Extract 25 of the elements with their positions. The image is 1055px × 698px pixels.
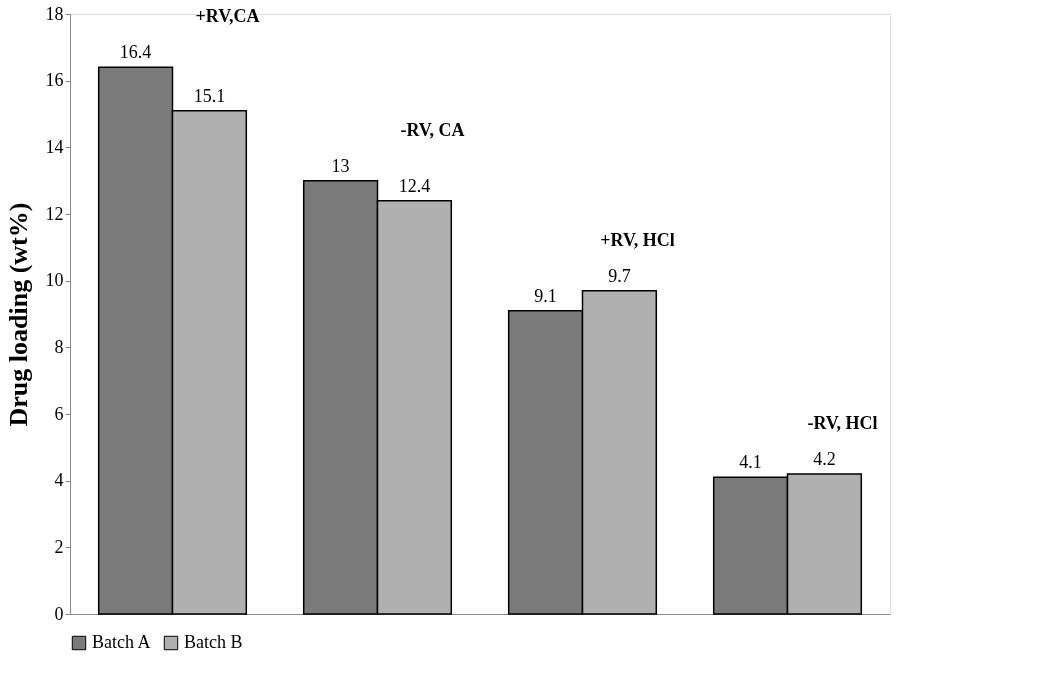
y-tick-label: 14 <box>45 136 64 157</box>
data-label: 16.4 <box>119 42 152 63</box>
y-tick-label: 4 <box>54 470 64 491</box>
annotation: +RV,CA <box>195 6 260 27</box>
y-tick-label: 16 <box>45 70 64 91</box>
legend-label: Batch A <box>92 632 151 652</box>
data-label: 15.1 <box>193 85 226 106</box>
legend-label: Batch B <box>184 632 243 652</box>
data-label: 9.1 <box>534 285 557 306</box>
data-label: 13 <box>331 155 350 176</box>
annotation: -RV, HCl <box>807 413 878 433</box>
y-tick-label: 10 <box>45 270 64 291</box>
data-label: 4.2 <box>813 449 836 469</box>
y-tick-label: 2 <box>54 536 64 557</box>
y-tick-label: 18 <box>45 3 64 24</box>
y-tick-label: 0 <box>54 603 64 624</box>
y-axis-title: Drug loading (wt%) <box>3 202 33 427</box>
data-label: 4.1 <box>739 452 762 473</box>
y-tick-label: 8 <box>54 336 64 357</box>
y-tick-label: 6 <box>54 403 64 424</box>
y-tick-label: 12 <box>45 203 64 224</box>
annotation: +RV, HCl <box>600 229 675 250</box>
data-label: 12.4 <box>398 175 431 196</box>
annotation: -RV, CA <box>400 119 465 140</box>
data-label: 9.7 <box>608 265 631 286</box>
